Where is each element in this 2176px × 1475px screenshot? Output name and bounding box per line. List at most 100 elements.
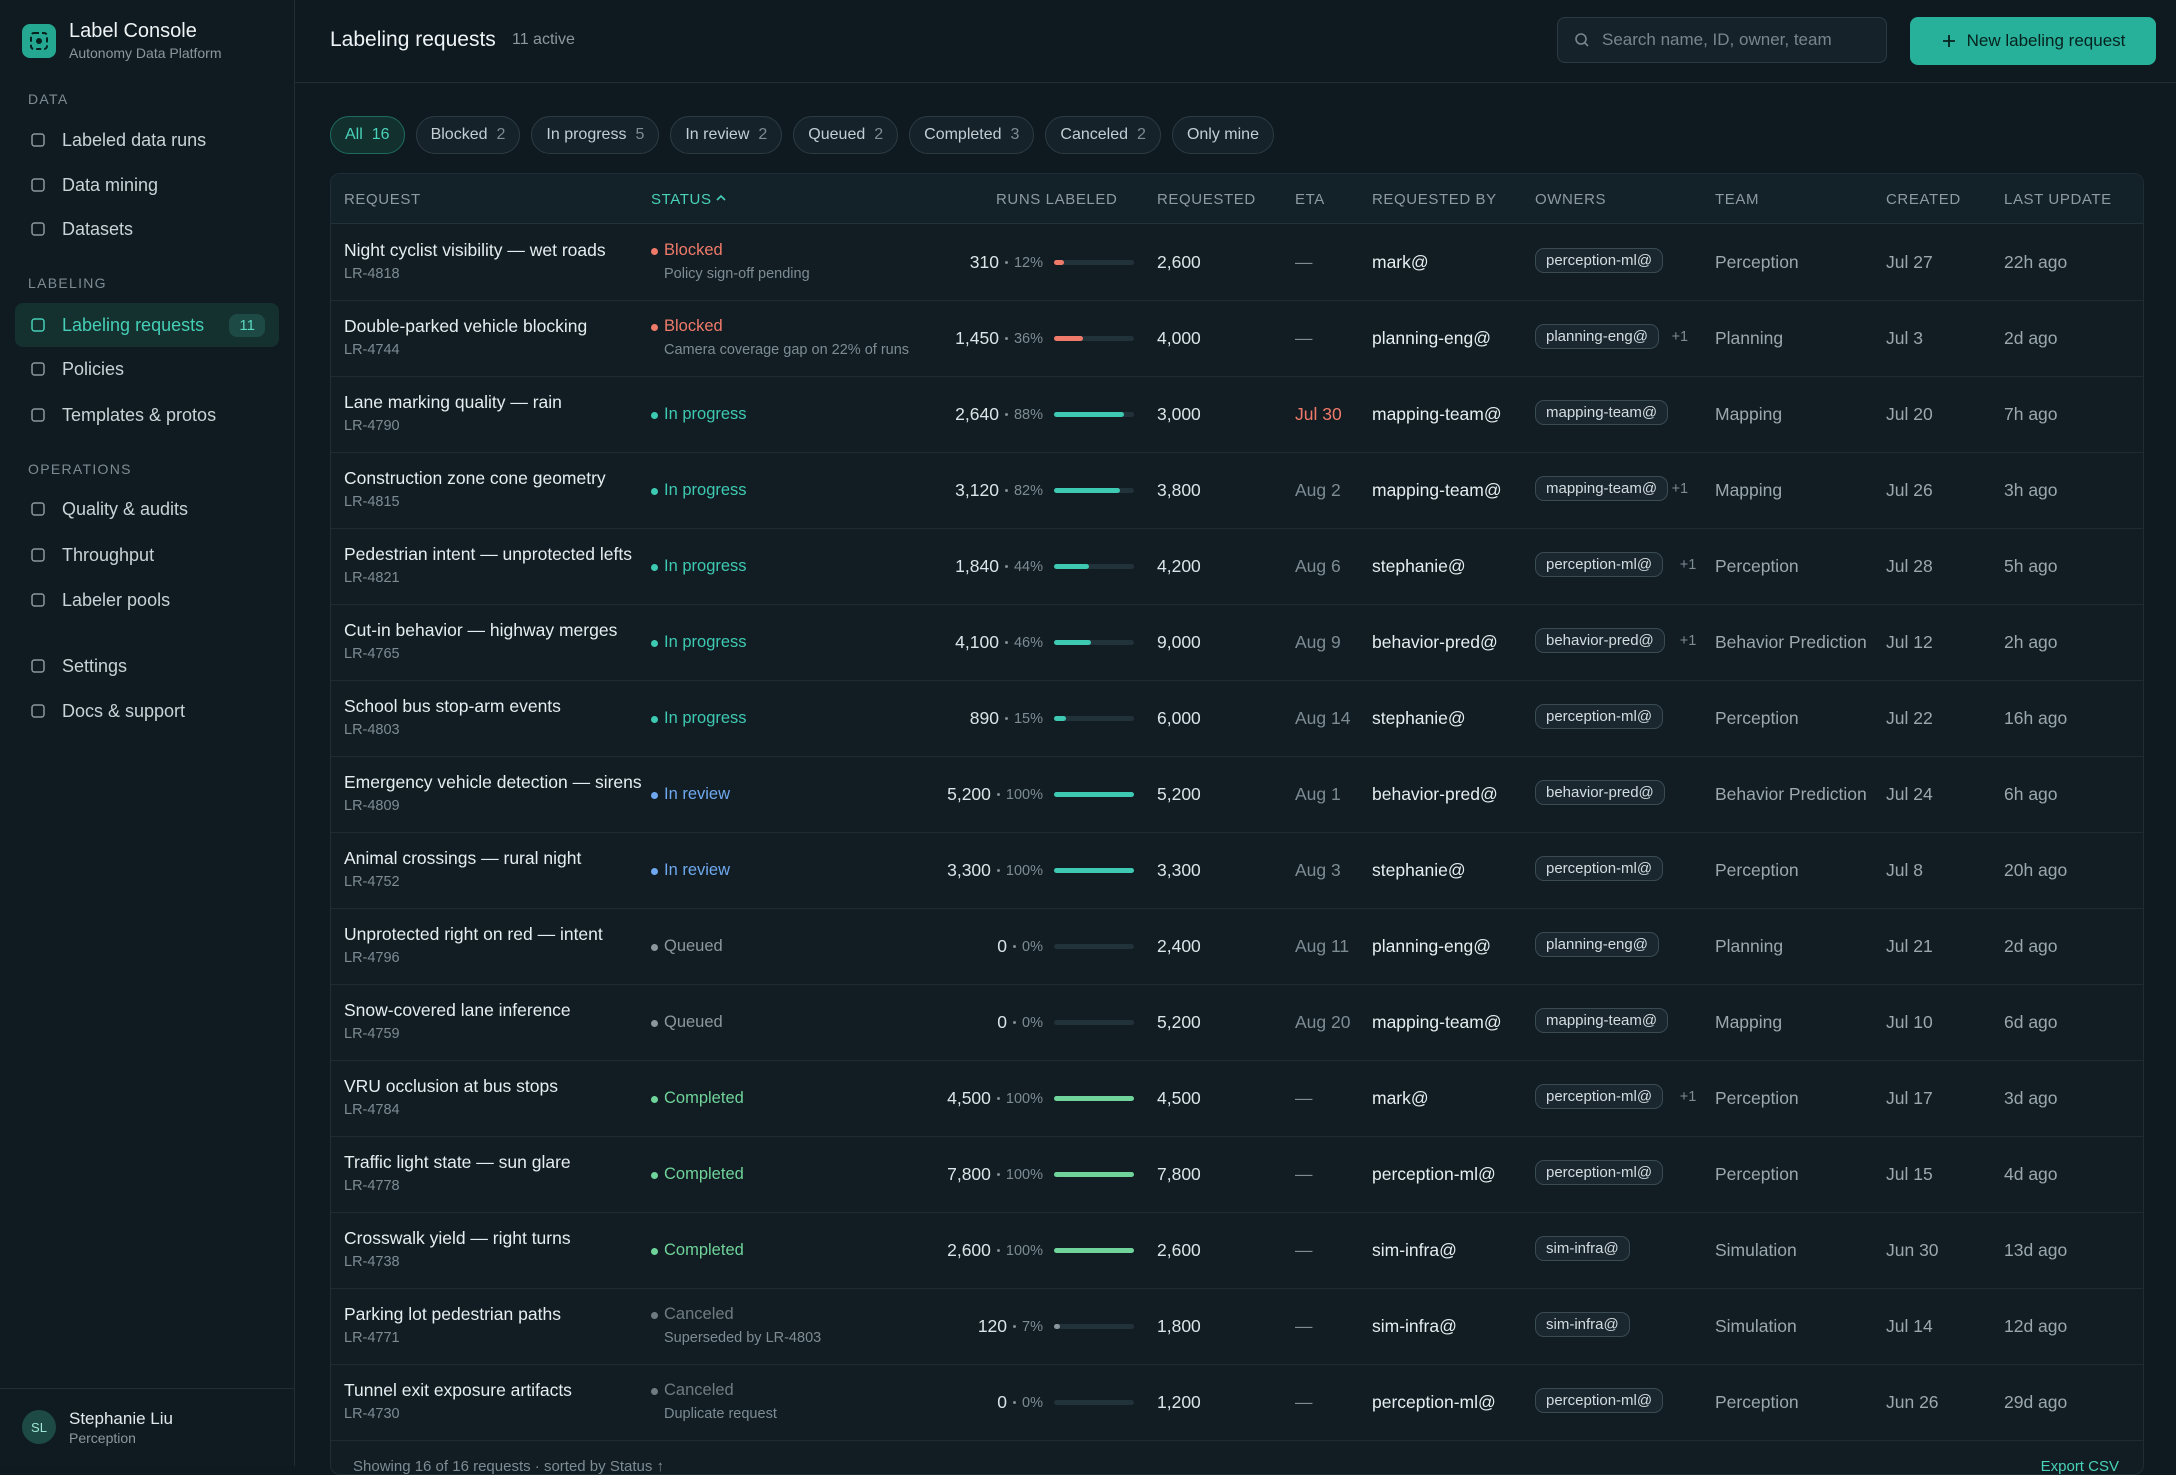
team: Perception (1715, 708, 1799, 728)
nav-item[interactable]: Settings (15, 644, 279, 688)
nav-item[interactable]: Datasets (15, 207, 279, 251)
table-row[interactable]: VRU occlusion at bus stops LR-4784 Complet… (331, 1060, 2143, 1137)
table-row[interactable]: Pedestrian intent — unprotected lefts LR-… (331, 528, 2143, 605)
owner-pill[interactable]: mapping-team@ (1535, 1008, 1669, 1033)
filter-pill[interactable]: In progress 5 (531, 116, 660, 154)
nav-item-label: Labeling requests (62, 314, 205, 335)
owner-pill[interactable]: perception-ml@ (1535, 704, 1664, 729)
nav-item[interactable]: Policies (15, 347, 279, 391)
eta: — (1295, 252, 1313, 272)
owner-pill[interactable]: perception-ml@ (1535, 248, 1664, 273)
owner-pill[interactable]: planning-eng@ (1535, 324, 1659, 349)
column-header[interactable]: RUNS LABELED (996, 191, 1118, 208)
progress-track (1054, 1172, 1134, 1177)
filter-pill[interactable]: Canceled 2 (1045, 116, 1161, 154)
request-id: LR-4738 (344, 1254, 400, 1270)
progress-track (1054, 412, 1134, 417)
nav-item[interactable]: Data mining (15, 163, 279, 207)
requested: 9,000 (1157, 632, 1201, 652)
requests-table: REQUEST STATUS RUNS LABELED REQUESTED ETA REQ… (330, 173, 2144, 1475)
runs-count: 120 (977, 1316, 1008, 1336)
progress-track (1054, 1248, 1134, 1253)
column-header[interactable]: ETA (1295, 191, 1325, 208)
owner-pill[interactable]: perception-ml@ (1535, 1084, 1664, 1109)
owner-pill[interactable]: behavior-pred@ (1535, 780, 1665, 805)
table-row[interactable]: Cut-in behavior — highway merges LR-4765 I… (331, 604, 2143, 681)
table-row[interactable]: Lane marking quality — rain LR-4790 In pro… (331, 376, 2143, 453)
eta: Jul 30 (1295, 404, 1342, 424)
nav-section-label: DATA (28, 91, 69, 107)
progress-bar (1054, 868, 1134, 873)
nav-item[interactable]: Templates & protos (15, 393, 279, 437)
table-row[interactable]: Crosswalk yield — right turns LR-4738 Comp… (331, 1212, 2143, 1289)
table-row[interactable]: Animal crossings — rural night LR-4752 In … (331, 832, 2143, 909)
table-row[interactable]: School bus stop-arm events LR-4803 In prog… (331, 680, 2143, 757)
request-id: LR-4778 (344, 1178, 400, 1194)
column-header[interactable]: REQUESTED BY (1372, 191, 1497, 208)
nav-item[interactable]: Labeler pools (15, 578, 279, 622)
owner-pill[interactable]: perception-ml@ (1535, 1388, 1664, 1413)
brand-subtitle: Autonomy Data Platform (69, 45, 222, 61)
user-name[interactable]: Stephanie Liu (69, 1409, 173, 1428)
runs-percent: 44% (1013, 558, 1043, 575)
table-row[interactable]: Emergency vehicle detection — sirens LR-4… (331, 756, 2143, 833)
search-box[interactable]: Search name, ID, owner, team (1557, 17, 1887, 63)
owner-pill[interactable]: sim-infra@ (1535, 1312, 1630, 1337)
status-dot (651, 716, 658, 723)
filter-pill[interactable]: Blocked 2 (415, 116, 521, 154)
owner-pill[interactable]: mapping-team@ (1535, 476, 1669, 501)
table-row[interactable]: Double-parked vehicle blocking LR-4744 Blo… (331, 300, 2143, 377)
export-link[interactable]: Export CSV (2040, 1458, 2119, 1475)
last-update: 2h ago (2004, 632, 2058, 652)
new-request-button[interactable]: New labeling request (1910, 17, 2156, 65)
nav-item[interactable]: Labeled data runs (15, 118, 279, 162)
status-dot (651, 792, 658, 799)
status: Completed (664, 1165, 744, 1183)
column-header[interactable]: CREATED (1886, 191, 1961, 208)
filter-pill[interactable]: Queued 2 (793, 116, 899, 154)
table-row[interactable]: Traffic light state — sun glare LR-4778 Co… (331, 1136, 2143, 1213)
sidebar: Label Console Autonomy Data Platform DAT… (0, 0, 295, 1466)
logo (22, 24, 56, 58)
nav-item[interactable]: Quality & audits (15, 487, 279, 531)
avatar[interactable]: SL (22, 1410, 56, 1444)
table-row[interactable]: Night cyclist visibility — wet roads LR-4… (331, 224, 2143, 301)
progress-bar (1054, 488, 1120, 493)
filter-pill[interactable]: All 16 (330, 116, 405, 154)
separator-dot (996, 1097, 1000, 1100)
nav-item[interactable]: Labeling requests 11 (15, 303, 279, 347)
runs-labeled: 3,300 100% (947, 860, 1043, 881)
table-row[interactable]: Parking lot pedestrian paths LR-4771 Cance… (331, 1288, 2143, 1365)
owner-pill[interactable]: behavior-pred@ (1535, 628, 1665, 653)
owner-pill[interactable]: planning-eng@ (1535, 932, 1659, 957)
owner-pill[interactable]: mapping-team@ (1535, 400, 1669, 425)
runs-percent: 0% (1022, 1394, 1043, 1411)
filter-pill[interactable]: Only mine (1171, 116, 1274, 154)
owner-pill[interactable]: perception-ml@ (1535, 552, 1664, 577)
table-row[interactable]: Snow-covered lane inference LR-4759 Queued… (331, 984, 2143, 1061)
table-row[interactable]: Construction zone cone geometry LR-4815 In… (331, 452, 2143, 529)
nav-item-label: Policies (62, 358, 125, 379)
request-id: LR-4730 (344, 1406, 400, 1422)
owner-pill[interactable]: sim-infra@ (1535, 1236, 1630, 1261)
team: Perception (1715, 252, 1799, 272)
column-header[interactable]: LAST UPDATE (2004, 191, 2112, 208)
column-header[interactable]: TEAM (1715, 191, 1760, 208)
owner-pill[interactable]: perception-ml@ (1535, 1160, 1664, 1185)
requested: 3,800 (1157, 480, 1201, 500)
filter-pill[interactable]: Completed 3 (909, 116, 1035, 154)
request-name: Pedestrian intent — unprotected lefts (344, 544, 632, 564)
status-dot (651, 488, 658, 495)
column-header[interactable]: OWNERS (1535, 191, 1607, 208)
nav-item[interactable]: Throughput (15, 533, 279, 577)
table-row[interactable]: Tunnel exit exposure artifacts LR-4730 Can… (331, 1364, 2143, 1441)
owner-pill[interactable]: perception-ml@ (1535, 856, 1664, 881)
nav-item[interactable]: Docs & support (15, 689, 279, 733)
column-header[interactable]: STATUS (651, 191, 712, 208)
runs-percent: 88% (1013, 406, 1043, 423)
table-row[interactable]: Unprotected right on red — intent LR-4796… (331, 908, 2143, 985)
column-header[interactable]: REQUESTED (1157, 191, 1256, 208)
filter-pill[interactable]: In review 2 (670, 116, 783, 154)
requested: 2,600 (1157, 252, 1201, 272)
filter-bar: All 16 Blocked 2 In progress 5 In review 2 Queue… (330, 116, 1274, 154)
